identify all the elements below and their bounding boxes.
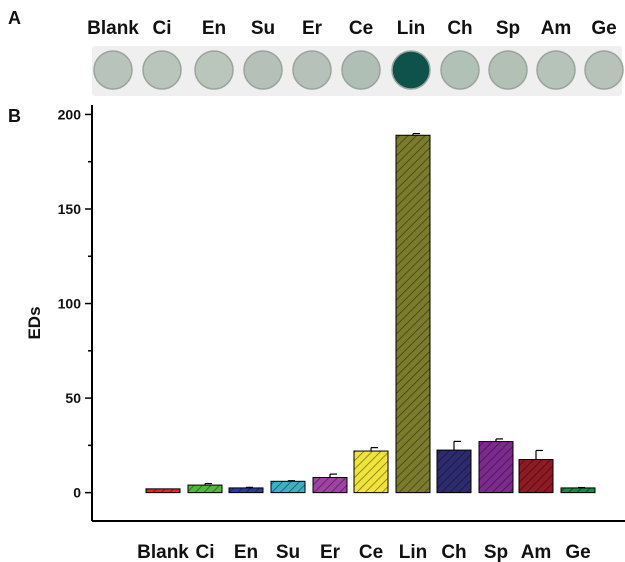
bar-ch — [436, 449, 472, 494]
x-tick-label-lin: Lin — [399, 542, 428, 562]
bar-lin — [395, 134, 431, 494]
well-label-ge: Ge — [591, 18, 616, 39]
panel-label-b: B — [8, 106, 21, 126]
bar-hatch-en — [228, 487, 264, 494]
well-lin — [391, 50, 431, 90]
x-tick-label-su: Su — [276, 542, 300, 562]
bar-chart: EDs 0 50 100 150 200 Blank Ci En Su Er Ce Lin Ch Sp A… — [25, 105, 625, 562]
well-label-sp: Sp — [496, 18, 520, 39]
x-tick-label-am: Am — [521, 542, 552, 562]
bar-en — [228, 487, 264, 494]
well-labels: Blank Ci En Su Er Ce Lin Ch Sp Am Ge — [87, 18, 617, 39]
x-tick-label-sp: Sp — [484, 542, 508, 562]
y-tick-label: 150 — [58, 201, 82, 217]
bar-hatch-ge — [560, 487, 596, 494]
wells — [93, 50, 624, 90]
bar-ce — [353, 450, 389, 494]
x-tick-label-blank: Blank — [137, 542, 189, 562]
well-ce — [341, 50, 381, 90]
well-su — [243, 50, 283, 90]
panel-label-a: A — [8, 8, 21, 28]
well-label-ch: Ch — [447, 18, 472, 39]
bar-hatch-blank — [145, 488, 181, 494]
well-blank — [93, 50, 133, 90]
bar-hatch-ci — [187, 484, 223, 494]
well-label-blank: Blank — [87, 18, 139, 39]
bar-hatch-sp — [478, 441, 514, 494]
well-label-ce: Ce — [349, 18, 373, 39]
y-tick-label: 0 — [73, 485, 81, 501]
error-bars — [204, 132, 585, 489]
x-tick-label-ci: Ci — [196, 542, 215, 562]
bar-hatch-er — [312, 477, 348, 494]
y-axis-ticks: 0 50 100 150 200 — [58, 106, 92, 501]
y-tick-label: 50 — [65, 390, 81, 406]
bar-hatch-ch — [436, 449, 472, 494]
x-tick-label-ce: Ce — [359, 542, 383, 562]
well-sp — [488, 50, 528, 90]
well-ci — [142, 50, 182, 90]
well-er — [292, 50, 332, 90]
bar-hatch-lin — [395, 134, 431, 494]
bar-blank — [145, 488, 181, 494]
well-label-am: Am — [541, 18, 572, 39]
x-tick-label-ge: Ge — [565, 542, 590, 562]
bar-ge — [560, 487, 596, 494]
bar-hatch-su — [270, 480, 306, 494]
well-label-er: Er — [302, 18, 323, 39]
bar-ci — [187, 484, 223, 494]
well-am — [536, 50, 576, 90]
y-tick-label: 200 — [58, 106, 82, 122]
y-tick-label: 100 — [58, 296, 82, 312]
bar-hatch-ce — [353, 450, 389, 494]
well-en — [194, 50, 234, 90]
bars — [145, 134, 596, 494]
well-ge — [584, 50, 624, 90]
well-label-en: En — [202, 18, 226, 39]
y-axis-title: EDs — [25, 306, 44, 339]
well-label-lin: Lin — [397, 18, 426, 39]
bar-hatch-am — [518, 459, 554, 494]
x-tick-label-ch: Ch — [441, 542, 466, 562]
x-tick-label-er: Er — [320, 542, 341, 562]
well-ch — [440, 50, 480, 90]
bar-er — [312, 477, 348, 494]
x-tick-label-en: En — [234, 542, 258, 562]
well-label-ci: Ci — [153, 18, 172, 39]
bar-sp — [478, 441, 514, 494]
well-label-su: Su — [251, 18, 275, 39]
bar-su — [270, 480, 306, 494]
x-axis-labels: Blank Ci En Su Er Ce Lin Ch Sp Am Ge — [137, 542, 591, 562]
bar-am — [518, 459, 554, 494]
